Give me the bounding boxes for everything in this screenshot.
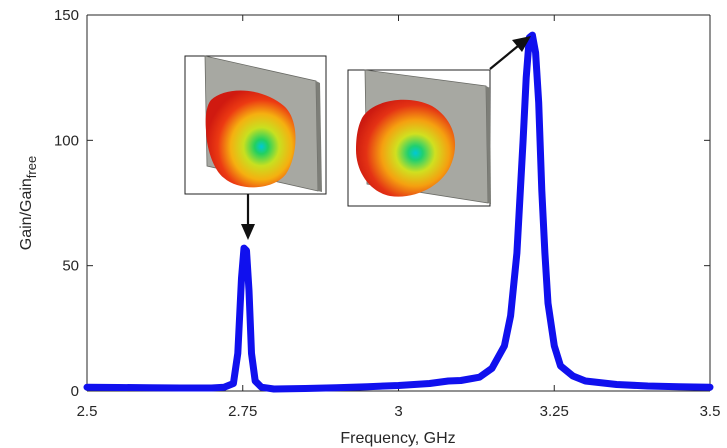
x-tick-label: 3.5 [700,403,721,420]
y-axis-label-main: Gain/Gain [18,178,35,250]
radiation-lobe [356,99,456,197]
y-tick-label: 0 [71,383,79,400]
x-axis-label: Frequency, GHz [340,430,455,447]
series-line [83,31,714,393]
radiation-lobe [205,90,296,188]
y-tick-label: 50 [62,258,79,275]
y-axis-label: Gain/Gainfree [18,156,39,250]
x-tick-label: 2.75 [228,403,257,420]
x-tick-label: 3 [394,403,402,420]
x-tick-label: 3.25 [540,403,569,420]
y-tick-label: 150 [54,7,79,24]
y-axis-label-subscript: free [24,156,39,178]
tick-label-group: 2.5 2.75 3 3.25 3.5 0 50 100 150 [54,7,720,420]
annotation-arrow-2 [489,36,531,70]
inset-image-2 [347,69,491,207]
y-tick-label: 100 [54,132,79,149]
x-tick-label: 2.5 [77,403,98,420]
annotation-arrow-1 [241,194,255,240]
inset-image-1 [184,55,327,195]
